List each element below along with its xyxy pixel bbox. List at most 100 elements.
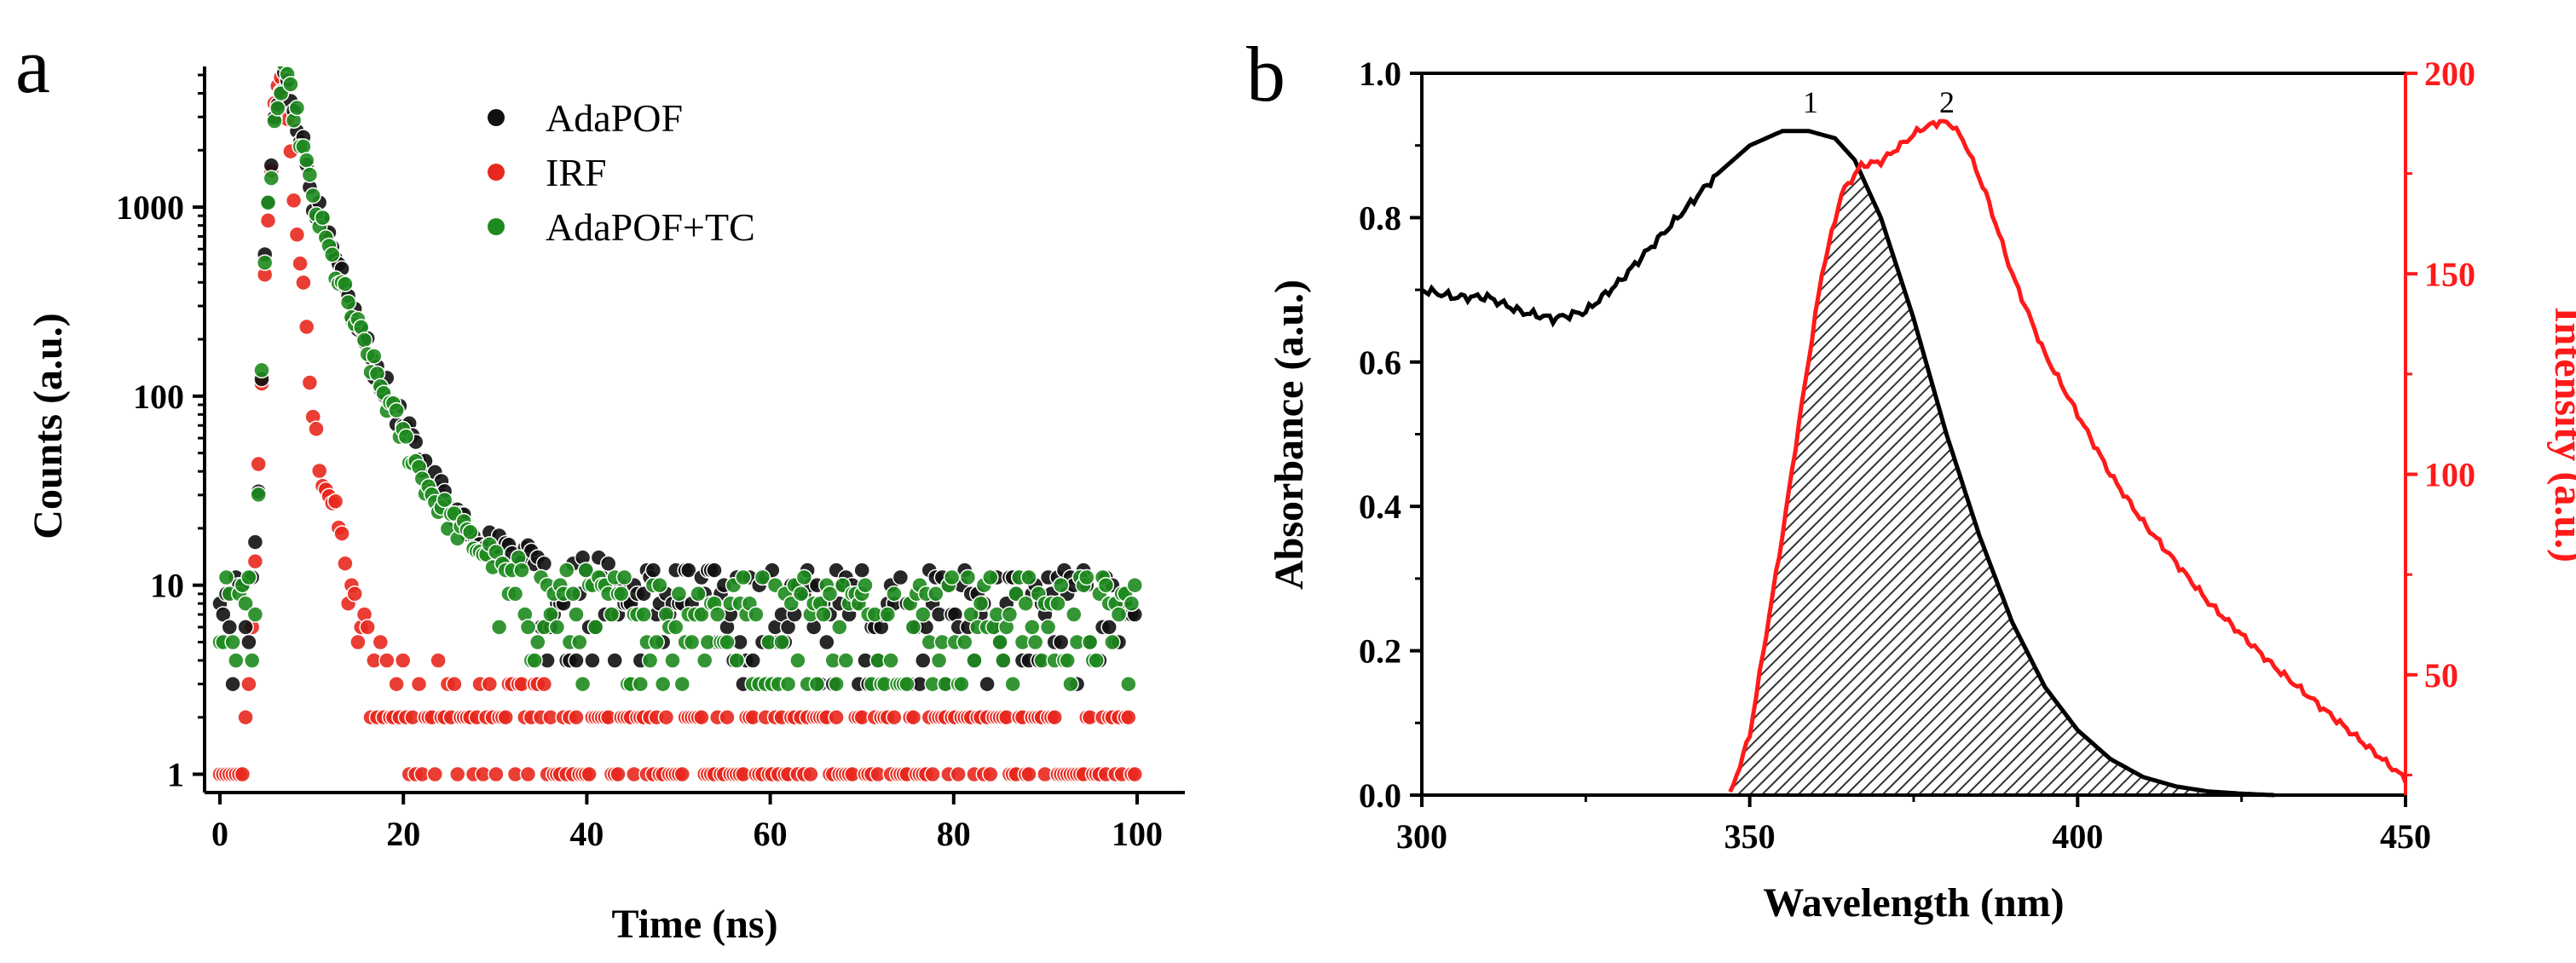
b-y-tick-label: 0.0 xyxy=(1359,776,1401,815)
point-adapof-tc xyxy=(635,606,652,623)
point-irf xyxy=(657,708,675,726)
point-adapof xyxy=(599,555,617,573)
point-adapof-tc xyxy=(513,562,530,579)
a-legend: AdaPOF IRF AdaPOF+TC xyxy=(488,96,755,249)
point-adapof-tc xyxy=(956,633,973,651)
b-x-tick-label: 450 xyxy=(2380,817,2431,856)
point-adapof-tc xyxy=(719,633,736,651)
point-adapof-tc xyxy=(735,568,752,586)
point-adapof-tc xyxy=(904,619,922,636)
point-irf xyxy=(246,552,264,570)
point-irf xyxy=(580,765,598,783)
point-adapof-tc xyxy=(898,675,915,693)
legend-label-adapof: AdaPOF xyxy=(546,96,683,140)
point-irf xyxy=(568,708,585,726)
point-adapof-tc xyxy=(953,675,970,693)
point-adapof xyxy=(680,562,697,579)
point-adapof-tc xyxy=(297,152,315,169)
legend-marker-adapof xyxy=(488,109,505,126)
point-adapof-tc xyxy=(828,675,845,693)
point-adapof-tc xyxy=(1120,675,1137,693)
point-adapof-tc xyxy=(259,194,277,211)
point-adapof xyxy=(644,562,662,579)
point-adapof-tc xyxy=(789,652,806,669)
point-adapof-tc xyxy=(490,619,508,636)
point-irf xyxy=(950,765,967,783)
point-adapof-tc xyxy=(529,633,546,651)
b-y2-axis-label: Intensity (a.u.) xyxy=(2546,307,2576,562)
point-adapof-tc xyxy=(243,652,261,669)
point-adapof-tc xyxy=(1039,619,1057,636)
point-adapof-tc xyxy=(228,652,245,669)
point-irf xyxy=(426,765,444,783)
point-irf xyxy=(497,708,514,726)
peak-2-label: 2 xyxy=(1939,85,1955,119)
point-adapof-tc xyxy=(557,562,575,579)
point-adapof-tc xyxy=(664,652,681,669)
b-x-tick-label: 350 xyxy=(1724,817,1776,856)
point-adapof xyxy=(221,619,239,636)
point-adapof-tc xyxy=(972,595,990,612)
b-x-axis-label: Wavelength (nm) xyxy=(1763,880,2064,926)
point-adapof-tc xyxy=(779,675,797,693)
point-adapof-tc xyxy=(1097,576,1115,594)
point-irf xyxy=(337,555,354,572)
a-y-tick-label: 100 xyxy=(133,378,184,416)
point-adapof-tc xyxy=(943,568,961,586)
point-irf xyxy=(234,765,251,783)
point-adapof-tc xyxy=(1059,652,1076,669)
legend-label-adapof-tc: AdaPOF+TC xyxy=(546,205,755,249)
point-adapof-tc xyxy=(564,585,582,603)
a-y-tick-label: 1000 xyxy=(116,188,184,227)
point-irf xyxy=(1020,765,1037,783)
point-adapof xyxy=(584,652,601,669)
point-adapof-tc xyxy=(991,633,1008,651)
point-adapof-tc xyxy=(1024,619,1041,636)
peak-1-label: 1 xyxy=(1803,85,1818,119)
point-adapof-tc xyxy=(224,633,241,651)
b-x-tick-label: 300 xyxy=(1396,817,1447,856)
point-adapof-tc xyxy=(548,619,566,636)
point-adapof-tc xyxy=(1104,633,1121,651)
panel-a-label: a xyxy=(15,22,50,109)
point-adapof-tc xyxy=(314,209,332,227)
point-adapof-tc xyxy=(930,652,948,669)
point-adapof-tc xyxy=(1020,568,1037,586)
point-irf xyxy=(240,675,257,693)
point-adapof-tc xyxy=(1126,576,1144,594)
point-irf xyxy=(1046,708,1063,726)
point-irf xyxy=(481,675,499,693)
point-irf xyxy=(693,708,710,726)
a-x-tick-label: 0 xyxy=(211,815,228,853)
point-adapof-tc xyxy=(436,491,453,509)
point-adapof xyxy=(568,652,585,669)
point-adapof-tc xyxy=(603,606,621,623)
point-adapof-tc xyxy=(586,619,604,636)
point-irf xyxy=(394,652,412,669)
point-adapof-tc xyxy=(857,576,874,594)
b-y-tick-label: 0.2 xyxy=(1359,632,1401,671)
legend-marker-adapof-tc xyxy=(488,218,505,235)
point-irf xyxy=(326,493,344,510)
point-adapof-tc xyxy=(1110,606,1128,623)
point-adapof-tc xyxy=(240,568,257,586)
point-adapof-tc xyxy=(397,428,415,446)
point-irf xyxy=(359,619,376,636)
b-y-tick-label: 0.6 xyxy=(1359,343,1401,382)
a-x-tick-label: 100 xyxy=(1112,815,1163,853)
point-adapof-tc xyxy=(795,568,813,586)
point-adapof-tc xyxy=(915,606,932,623)
point-adapof xyxy=(246,533,264,551)
point-adapof-tc xyxy=(506,585,524,603)
point-adapof-tc xyxy=(571,633,588,651)
point-adapof-tc xyxy=(882,652,899,669)
point-adapof-tc xyxy=(1017,595,1035,612)
point-irf xyxy=(410,675,428,693)
point-irf xyxy=(886,708,903,726)
a-y-tick-label: 1 xyxy=(167,756,184,794)
point-adapof-tc xyxy=(288,99,306,117)
point-adapof-tc xyxy=(1078,568,1095,586)
point-adapof xyxy=(853,562,870,579)
b-intensity-line xyxy=(1728,118,2408,793)
